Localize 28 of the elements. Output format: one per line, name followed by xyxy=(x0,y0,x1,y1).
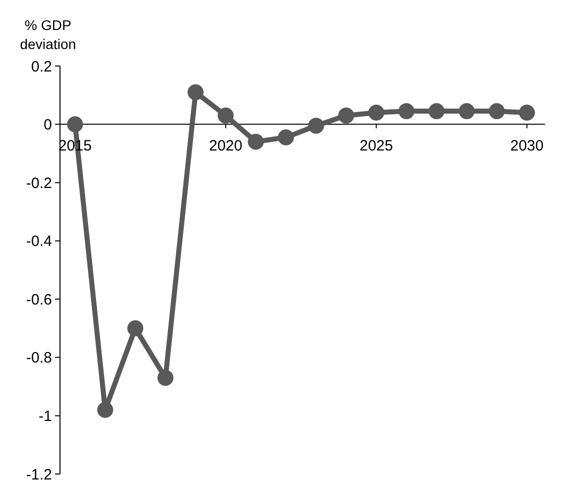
point xyxy=(488,103,505,120)
point xyxy=(278,129,294,146)
y-tick-label: 0.2 xyxy=(31,58,52,76)
point xyxy=(218,108,234,124)
point xyxy=(458,103,475,120)
y-axis-title: % GDP deviation xyxy=(20,17,76,52)
point xyxy=(97,402,114,418)
point xyxy=(428,103,445,120)
point xyxy=(248,134,264,150)
point xyxy=(518,104,535,121)
y-tick-label: 0 xyxy=(44,116,52,134)
y-tick-label: -0.6 xyxy=(26,291,52,308)
point xyxy=(368,104,384,121)
y-tick-label: -0.4 xyxy=(26,233,52,250)
x-tick-label: 2020 xyxy=(208,137,242,154)
x-tick-label: 2025 xyxy=(360,137,393,154)
point xyxy=(127,320,144,336)
point xyxy=(157,370,174,386)
y-tick-label: -0.2 xyxy=(26,174,52,192)
x-tick-label: 2030 xyxy=(510,137,544,154)
point xyxy=(398,103,414,120)
y-tick-label: -0.8 xyxy=(26,350,52,367)
point xyxy=(308,118,324,134)
point xyxy=(338,108,354,124)
point xyxy=(188,84,204,100)
point xyxy=(67,116,84,132)
y-tick-label: -1 xyxy=(38,408,52,425)
y-tick-label: -1.2 xyxy=(26,466,52,484)
